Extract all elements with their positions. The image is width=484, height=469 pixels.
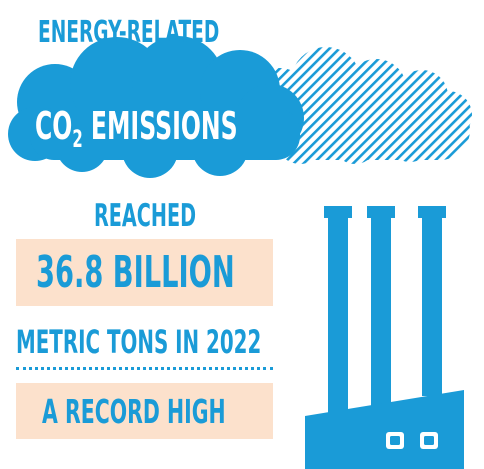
smokestack [371,216,391,406]
reached-label: REACHED [94,198,197,234]
factory-building [305,390,464,469]
subscript-2: 2 [72,125,83,153]
record-label: A RECORD HIGH [42,392,226,431]
smokestack-cap [418,206,446,218]
record-highlight [16,383,273,439]
emissions-text: EMISSIONS [90,104,238,148]
smokestack [422,216,442,396]
co-text: CO [35,104,73,148]
emissions-label: CO2 EMISSIONS [35,107,238,151]
metric-label: METRIC TONS IN 2022 [16,323,262,361]
smokestack-cap [324,206,352,218]
emissions-value: 36.8 BILLION [36,247,235,298]
smokestack [328,216,348,416]
value-highlight [16,239,273,306]
smokestack-cap [367,206,395,218]
dotted-divider [16,367,273,370]
headline: ENERGY-RELATED [38,15,220,50]
